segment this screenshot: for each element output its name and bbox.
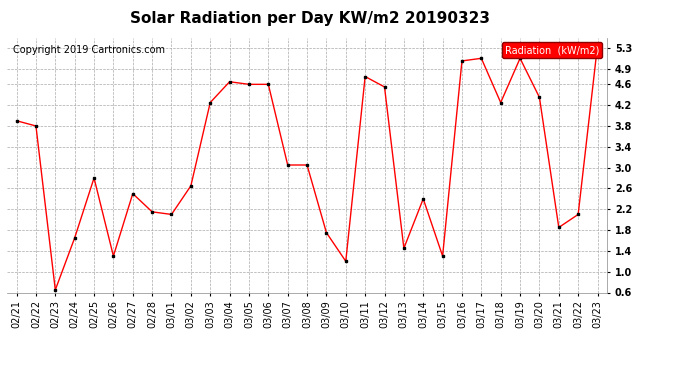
Legend: Radiation  (kW/m2): Radiation (kW/m2) (502, 42, 602, 58)
Text: Copyright 2019 Cartronics.com: Copyright 2019 Cartronics.com (13, 45, 165, 55)
Text: Solar Radiation per Day KW/m2 20190323: Solar Radiation per Day KW/m2 20190323 (130, 11, 491, 26)
